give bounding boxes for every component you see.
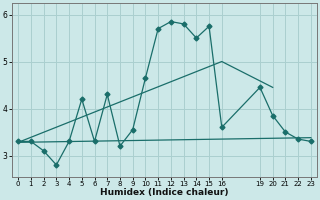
X-axis label: Humidex (Indice chaleur): Humidex (Indice chaleur)	[100, 188, 229, 197]
